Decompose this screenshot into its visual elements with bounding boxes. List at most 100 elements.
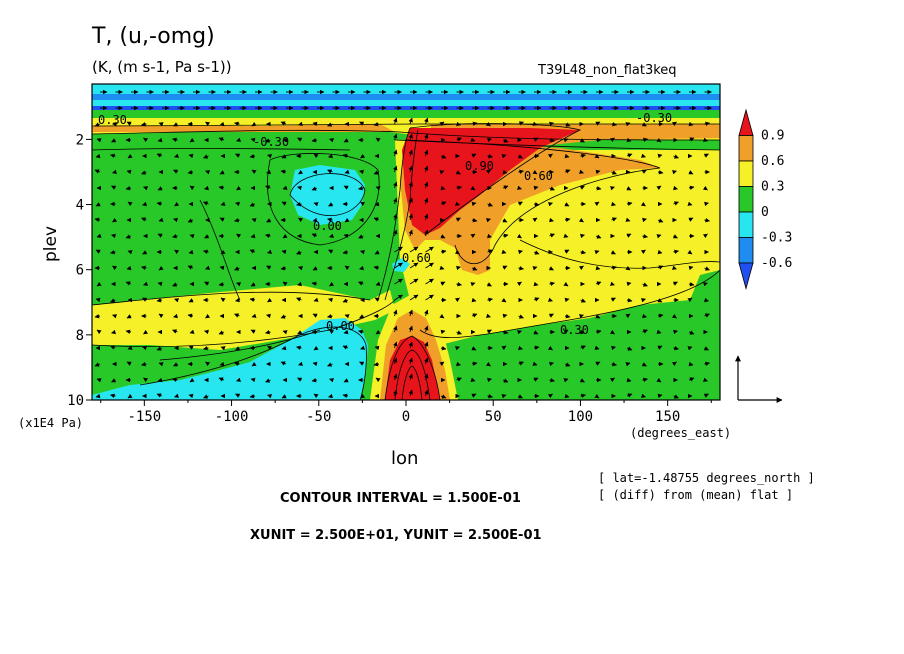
- wind-arrow: [234, 266, 240, 271]
- wind-arrow: [408, 357, 413, 365]
- wind-arrow: [235, 393, 241, 398]
- wind-arrow: [532, 217, 538, 223]
- wind-arrow: [704, 361, 710, 367]
- wind-arrow: [266, 218, 272, 223]
- wind-arrow: [609, 377, 615, 383]
- region-warm-red-surface: [385, 336, 440, 400]
- wind-arrow: [203, 345, 209, 351]
- wind-arrow: [673, 185, 678, 191]
- wind-arrow: [187, 265, 194, 270]
- wind-arrow: [408, 389, 413, 397]
- wind-arrow: [456, 377, 462, 382]
- wind-arrow: [280, 314, 287, 319]
- wind-arrow: [359, 121, 365, 126]
- wind-arrow: [533, 250, 540, 255]
- wind-arrow: [234, 313, 240, 318]
- wind-arrow: [296, 345, 302, 351]
- wind-arrow: [142, 297, 148, 302]
- wind-arrow: [518, 121, 524, 126]
- wind-arrow: [625, 362, 631, 367]
- contour-label: 0.30: [98, 113, 127, 127]
- wind-arrow: [236, 377, 242, 382]
- wind-arrow: [578, 265, 584, 271]
- wind-arrow: [205, 121, 211, 127]
- wind-arrow: [673, 329, 678, 335]
- wind-arrow: [470, 137, 476, 142]
- wind-arrow: [96, 233, 102, 238]
- wind-arrow: [342, 345, 349, 350]
- wind-arrow: [234, 121, 240, 127]
- wind-arrow: [360, 345, 366, 350]
- wind-arrow: [141, 265, 147, 271]
- wind-arrow: [327, 122, 333, 127]
- wind-arrow: [704, 266, 710, 271]
- wind-arrow: [611, 170, 617, 175]
- wind-arrow: [518, 314, 524, 319]
- wind-arrow: [313, 202, 319, 207]
- wind-arrow: [265, 138, 271, 143]
- wind-arrow: [580, 153, 586, 159]
- wind-arrow: [298, 169, 304, 175]
- contour-label: 0.30: [560, 323, 589, 337]
- wind-arrow: [671, 265, 677, 270]
- wind-arrow: [657, 249, 663, 255]
- wind-arrow: [439, 121, 445, 127]
- wind-arrow: [112, 169, 118, 174]
- wind-arrow: [312, 121, 318, 127]
- wind-arrow: [687, 346, 693, 351]
- wind-arrow: [579, 138, 585, 143]
- x-tick-label: 100: [568, 409, 593, 425]
- wind-arrow: [343, 378, 349, 383]
- wind-arrow: [640, 393, 646, 398]
- wind-arrow: [267, 249, 273, 254]
- wind-arrow: [688, 217, 694, 222]
- wind-arrow: [344, 265, 350, 271]
- wind-arrow: [642, 329, 648, 334]
- wind-arrow: [532, 266, 538, 271]
- wind-arrow: [95, 297, 101, 303]
- wind-arrow: [408, 229, 413, 237]
- colorbar-swatch: [738, 211, 754, 238]
- wind-arrow: [642, 282, 648, 287]
- wind-arrow: [112, 265, 118, 271]
- contour-label-group: 0.30 -0.30 0.00 0.00 0.60 0.60 0.30 0.90…: [98, 111, 672, 337]
- wind-arrow: [440, 154, 447, 159]
- wind-arrow: [219, 217, 225, 222]
- wind-arrow: [280, 121, 287, 126]
- wind-arrow: [409, 246, 419, 253]
- wind-arrow: [610, 297, 616, 302]
- wind-arrow: [671, 361, 677, 367]
- wind-arrow: [358, 234, 364, 239]
- wind-arrow: [408, 309, 413, 317]
- wind-arrow: [564, 202, 570, 207]
- wind-arrow: [110, 393, 116, 399]
- wind-arrow: [329, 138, 335, 143]
- wind-arrow: [471, 297, 477, 303]
- contour-label: -0.30: [636, 111, 672, 125]
- wind-arrow: [329, 281, 335, 287]
- wind-arrow: [205, 265, 211, 270]
- wind-arrow: [281, 394, 287, 399]
- wind-arrow: [408, 373, 413, 381]
- wind-arrow: [704, 121, 710, 127]
- wind-arrow: [393, 197, 398, 205]
- wind-arrow: [265, 233, 271, 239]
- wind-arrow: [704, 217, 710, 223]
- wind-arrow: [393, 181, 398, 189]
- wind-arrow: [657, 218, 664, 223]
- wind-arrow: [218, 377, 225, 382]
- wind-arrow: [374, 250, 380, 255]
- wind-arrow: [173, 122, 179, 127]
- wind-arrow: [218, 330, 225, 335]
- wind-arrow: [125, 185, 132, 191]
- wind-arrow: [516, 330, 522, 335]
- wind-arrow: [393, 117, 398, 125]
- wind-arrow: [626, 137, 632, 143]
- wind-arrow: [487, 297, 493, 303]
- wind-arrow: [250, 233, 256, 239]
- wind-arrow: [687, 201, 693, 206]
- wind-arrow: [280, 361, 287, 366]
- wind-arrow: [265, 185, 271, 190]
- colorbar-legend: 0.9 0.6 0.3 0 -0.3 -0.6: [738, 108, 792, 291]
- wind-arrow: [548, 266, 554, 271]
